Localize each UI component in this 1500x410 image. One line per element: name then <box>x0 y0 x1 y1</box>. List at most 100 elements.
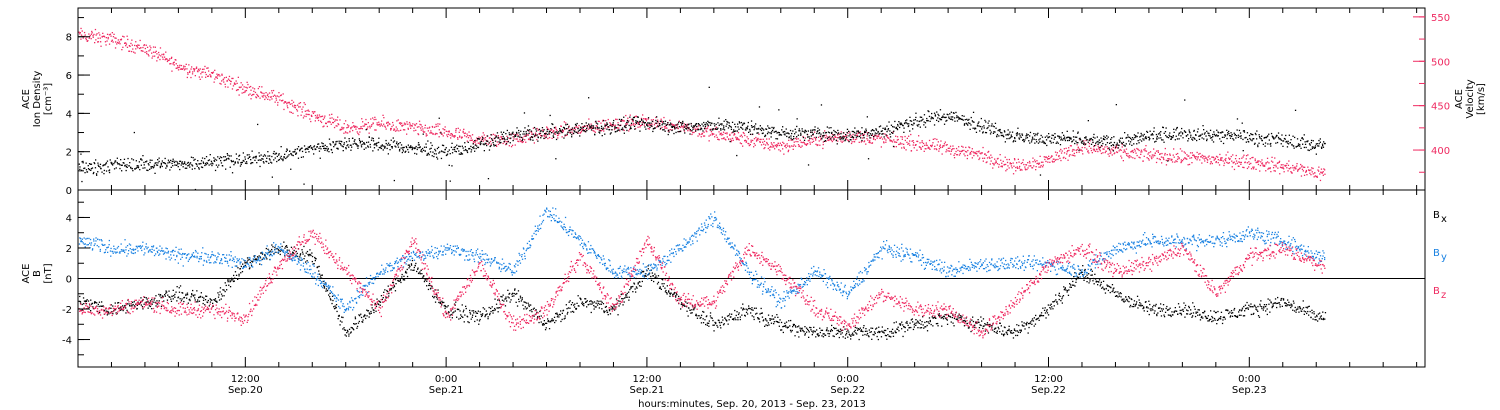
density-point <box>945 116 947 118</box>
velocity-point <box>1140 153 1142 155</box>
velocity-point <box>1302 170 1304 172</box>
density-point <box>187 165 189 167</box>
density-point <box>291 154 293 156</box>
density-point <box>436 158 439 160</box>
density-point <box>769 127 771 129</box>
velocity-point <box>662 121 664 123</box>
density-point <box>640 119 643 121</box>
b-component-x-point <box>168 296 170 298</box>
density-point <box>218 157 221 160</box>
b-component-x-point <box>346 332 348 334</box>
velocity-point <box>451 133 453 136</box>
velocity-point <box>980 153 982 155</box>
density-point <box>573 127 576 129</box>
density-point <box>1063 136 1066 138</box>
density-point <box>1180 131 1182 133</box>
velocity-point <box>774 148 776 150</box>
velocity-point <box>1202 157 1204 159</box>
density-point <box>473 146 475 148</box>
density-point <box>462 147 464 149</box>
velocity-point <box>1145 150 1148 152</box>
velocity-point <box>1220 158 1222 160</box>
density-point <box>1245 136 1247 139</box>
velocity-point <box>84 34 86 36</box>
density-point <box>315 148 317 150</box>
velocity-point <box>320 121 323 124</box>
velocity-point <box>590 127 592 129</box>
density-point <box>589 125 591 127</box>
density-point <box>399 142 401 144</box>
velocity-point <box>937 141 939 143</box>
velocity-point <box>686 123 688 125</box>
velocity-point <box>764 144 767 146</box>
density-point <box>273 150 275 153</box>
density-point <box>1030 141 1033 143</box>
density-point <box>98 165 100 167</box>
density-point <box>757 132 759 134</box>
velocity-point <box>669 119 671 121</box>
velocity-point <box>248 94 250 96</box>
velocity-point <box>251 94 253 97</box>
b-component-x-point <box>201 296 204 298</box>
density-point <box>828 132 831 134</box>
velocity-point <box>1036 160 1038 162</box>
density-point <box>575 124 577 126</box>
density-point <box>281 158 283 160</box>
velocity-point <box>176 67 178 69</box>
velocity-point <box>896 139 898 141</box>
b-component-x-point <box>220 298 222 300</box>
velocity-point <box>1204 155 1206 158</box>
velocity-point <box>984 153 986 155</box>
density-point <box>888 121 890 123</box>
velocity-point <box>793 144 795 146</box>
density-point <box>535 130 538 132</box>
density-point <box>1297 144 1300 147</box>
velocity-point <box>352 122 354 124</box>
density-point <box>652 130 654 133</box>
velocity-point <box>1215 161 1217 163</box>
velocity-point <box>167 59 169 62</box>
velocity-point <box>1244 161 1246 163</box>
velocity-point <box>1032 161 1034 163</box>
density-point <box>103 169 105 172</box>
density-point <box>514 135 517 137</box>
velocity-point <box>985 161 987 164</box>
velocity-point <box>697 135 699 137</box>
density-point <box>777 131 779 134</box>
density-point <box>1066 136 1068 138</box>
density-point <box>556 132 558 134</box>
velocity-axis-tick-label: 450 <box>1431 102 1450 113</box>
density-point <box>1176 127 1178 129</box>
density-point <box>799 130 801 132</box>
velocity-point <box>1228 162 1230 164</box>
density-point <box>268 162 270 164</box>
density-point <box>749 128 751 131</box>
density-point <box>609 124 611 127</box>
density-point <box>602 128 604 130</box>
velocity-point <box>162 58 164 60</box>
velocity-point <box>333 118 335 120</box>
density-point <box>593 127 595 129</box>
velocity-point <box>204 71 206 74</box>
velocity-point <box>1025 169 1027 171</box>
velocity-point <box>1233 161 1235 163</box>
density-point <box>231 172 234 174</box>
density-point <box>355 143 357 145</box>
velocity-point <box>442 128 444 130</box>
velocity-point <box>742 131 744 134</box>
velocity-point <box>351 126 353 128</box>
velocity-point <box>224 86 227 88</box>
density-point <box>120 159 122 161</box>
density-point <box>1205 135 1207 137</box>
velocity-point <box>506 141 508 143</box>
velocity-point <box>812 140 815 142</box>
velocity-point <box>470 137 472 139</box>
velocity-point <box>334 120 336 122</box>
velocity-point <box>228 75 231 78</box>
density-point <box>567 131 569 134</box>
density-point <box>754 125 756 127</box>
velocity-point <box>927 146 929 148</box>
density-point <box>733 130 736 132</box>
density-point <box>755 123 757 125</box>
velocity-point <box>1262 165 1264 167</box>
